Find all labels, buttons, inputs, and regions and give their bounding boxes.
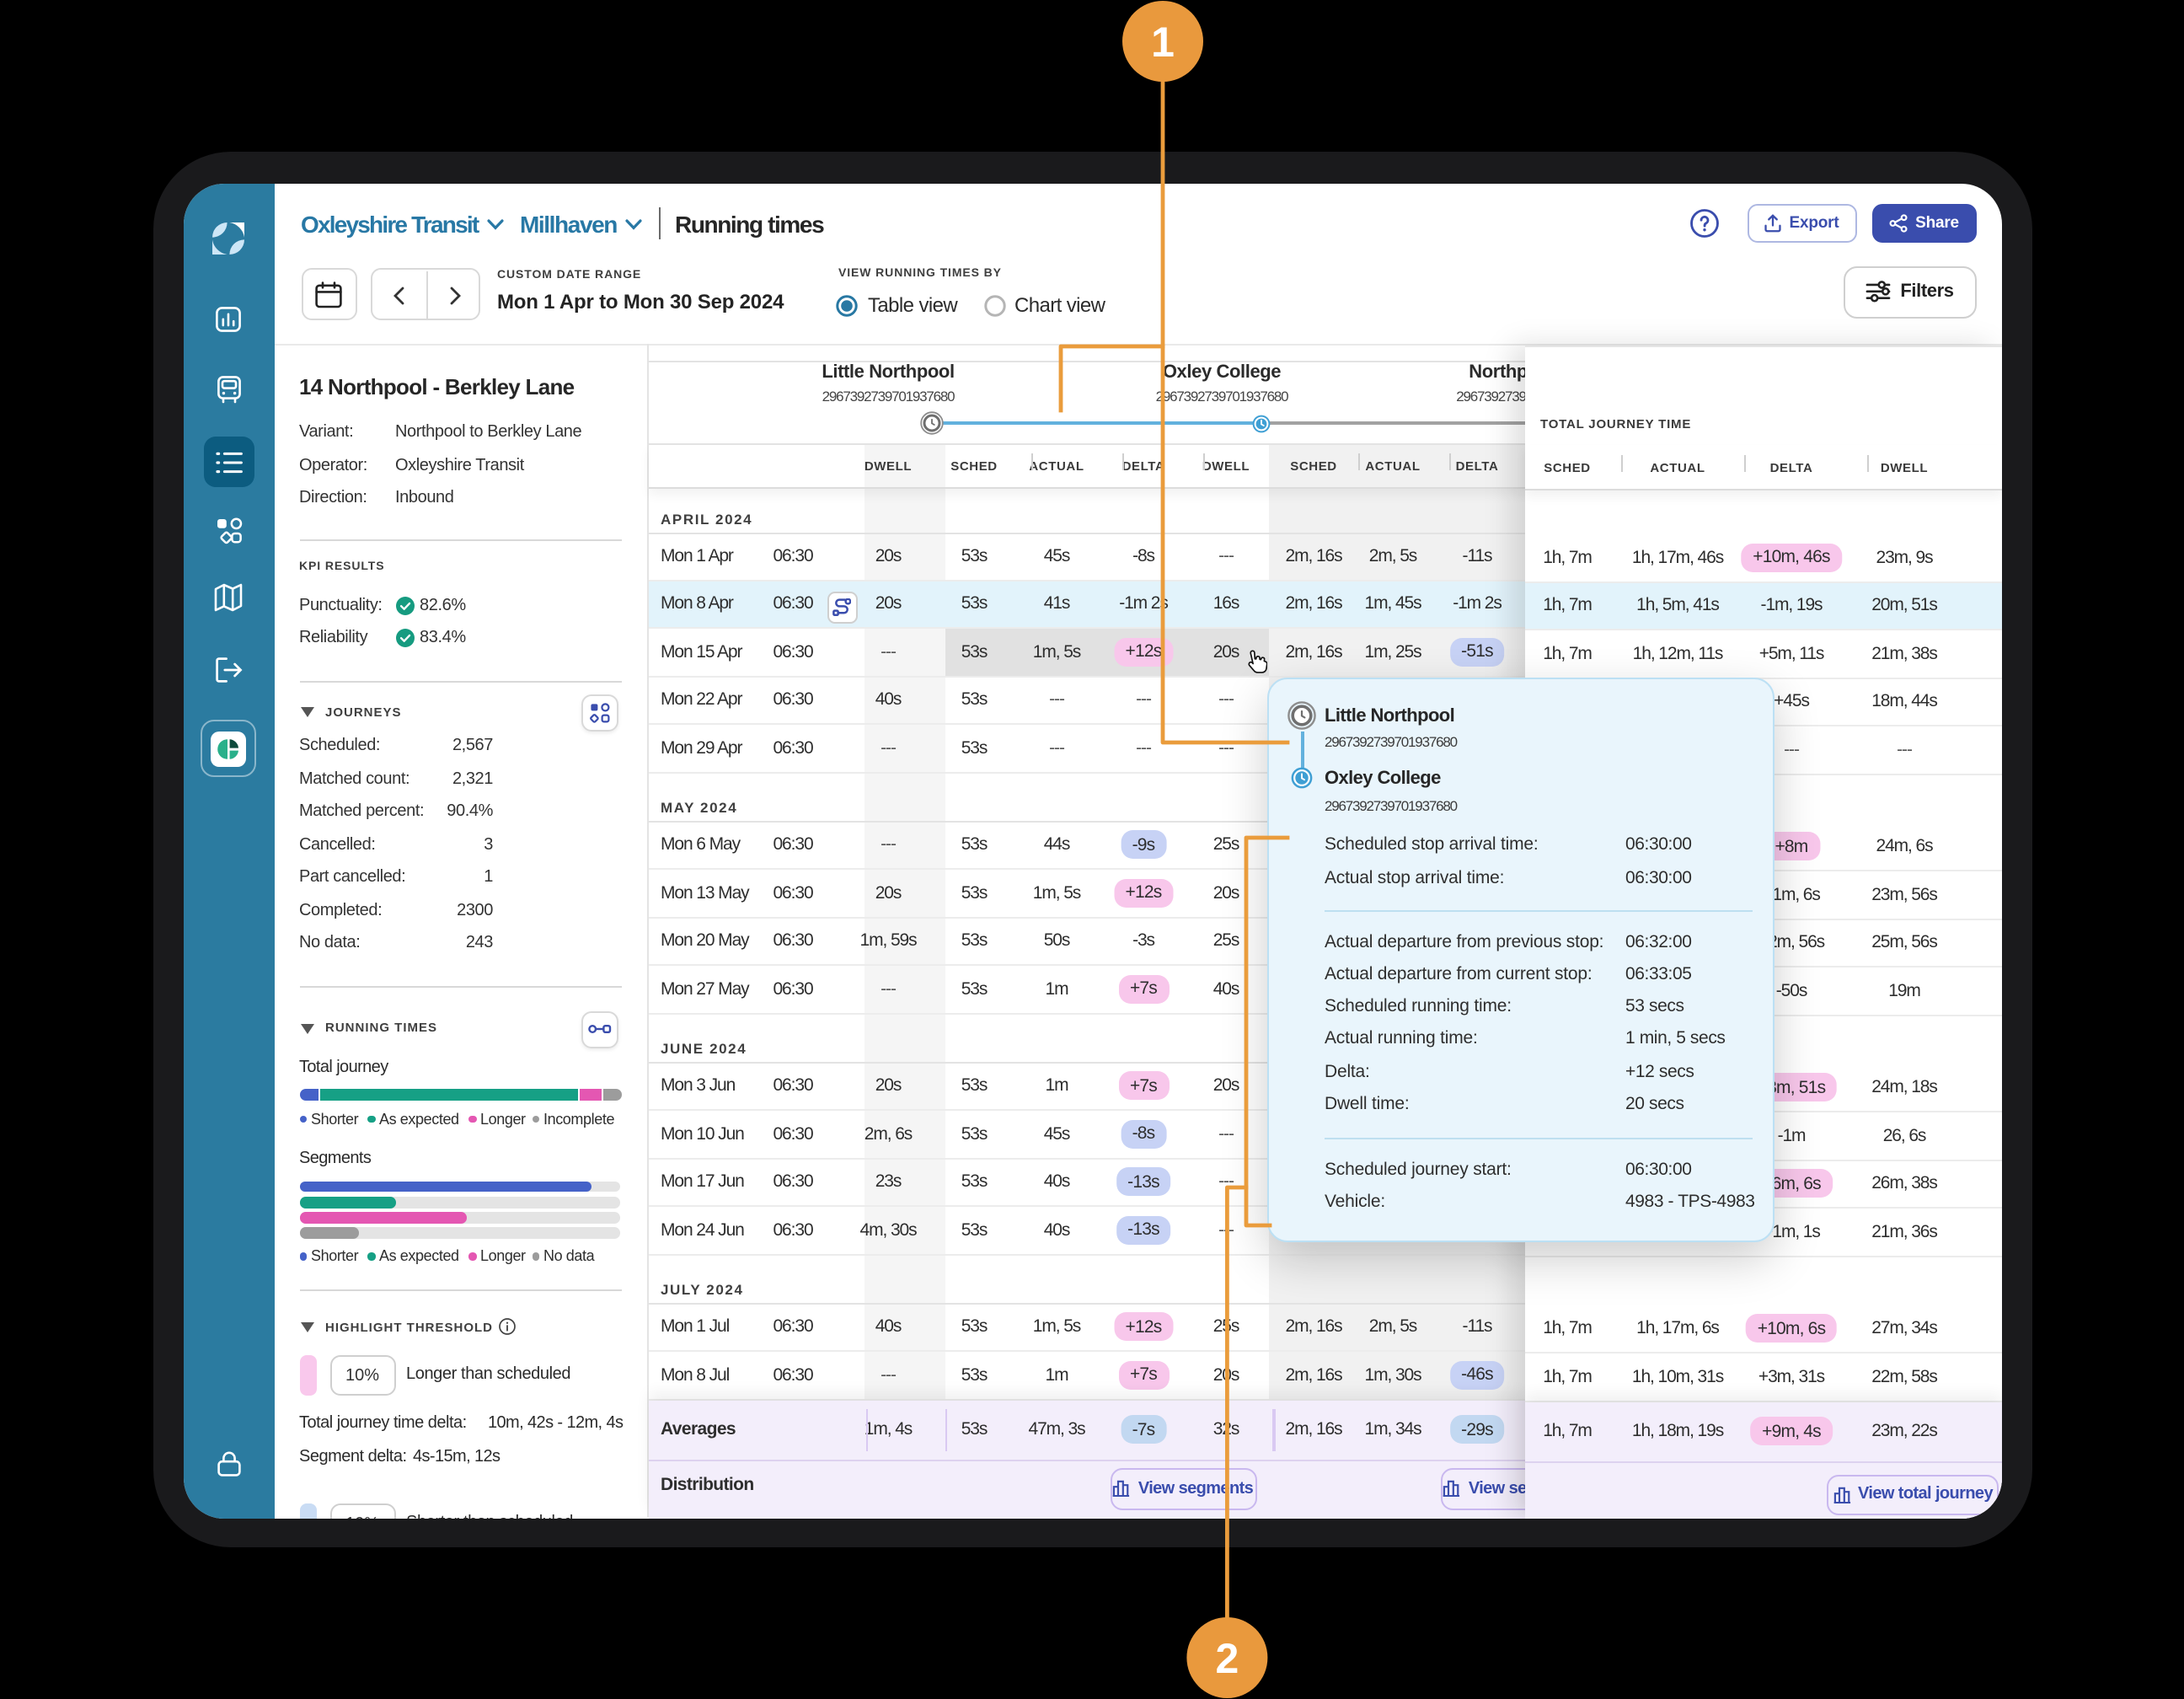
svg-text:2: 2 [1215,1635,1239,1682]
svg-text:1: 1 [1151,19,1175,66]
